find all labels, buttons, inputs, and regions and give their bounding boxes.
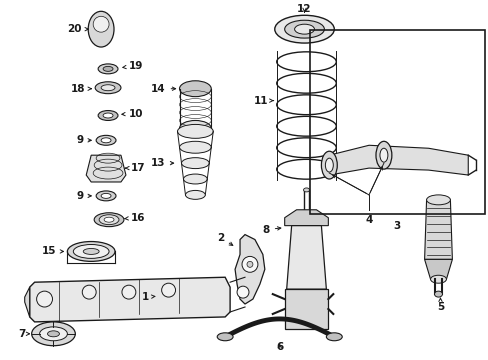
Ellipse shape	[325, 333, 342, 341]
Polygon shape	[328, 145, 468, 175]
Text: 17: 17	[125, 163, 145, 173]
Ellipse shape	[101, 193, 111, 198]
Ellipse shape	[104, 217, 114, 222]
Ellipse shape	[88, 11, 114, 47]
Ellipse shape	[177, 125, 213, 138]
Text: 3: 3	[393, 221, 400, 231]
Ellipse shape	[179, 81, 211, 96]
Text: 7: 7	[18, 329, 29, 339]
Circle shape	[237, 286, 248, 298]
Ellipse shape	[375, 141, 391, 169]
Ellipse shape	[379, 148, 387, 162]
Ellipse shape	[325, 158, 333, 172]
Circle shape	[162, 283, 175, 297]
Ellipse shape	[103, 66, 113, 71]
Text: 1: 1	[141, 292, 155, 302]
Ellipse shape	[274, 15, 334, 43]
Text: 18: 18	[71, 84, 91, 94]
Ellipse shape	[47, 331, 60, 337]
Text: 4: 4	[365, 215, 372, 225]
Circle shape	[246, 261, 252, 267]
Ellipse shape	[294, 24, 314, 34]
Text: 12: 12	[297, 4, 311, 14]
Ellipse shape	[99, 215, 119, 225]
Text: 6: 6	[276, 342, 283, 352]
Ellipse shape	[321, 151, 337, 179]
Ellipse shape	[429, 275, 446, 283]
Text: 2: 2	[217, 233, 232, 246]
Circle shape	[37, 291, 52, 307]
Ellipse shape	[303, 188, 309, 192]
Bar	[309, 30, 484, 214]
Text: 11: 11	[253, 96, 273, 105]
Polygon shape	[424, 260, 451, 279]
Ellipse shape	[101, 138, 111, 143]
Ellipse shape	[284, 20, 324, 38]
Text: 13: 13	[151, 158, 173, 168]
Text: 14: 14	[151, 84, 175, 94]
Circle shape	[82, 285, 96, 299]
Ellipse shape	[40, 327, 67, 341]
Polygon shape	[286, 226, 325, 289]
Polygon shape	[424, 200, 451, 260]
Circle shape	[122, 285, 136, 299]
Ellipse shape	[434, 291, 442, 297]
Ellipse shape	[96, 135, 116, 145]
Polygon shape	[86, 155, 126, 182]
Ellipse shape	[179, 121, 211, 136]
Text: 9: 9	[76, 135, 91, 145]
Ellipse shape	[426, 195, 449, 205]
Ellipse shape	[98, 64, 118, 74]
Ellipse shape	[181, 158, 209, 168]
Polygon shape	[235, 235, 264, 304]
Text: 9: 9	[76, 191, 91, 201]
Ellipse shape	[73, 244, 109, 258]
Ellipse shape	[83, 248, 99, 255]
Polygon shape	[25, 287, 30, 317]
Ellipse shape	[217, 333, 233, 341]
Ellipse shape	[98, 111, 118, 121]
Text: 8: 8	[262, 225, 280, 235]
Ellipse shape	[101, 85, 115, 91]
Text: 5: 5	[436, 298, 443, 312]
Polygon shape	[284, 210, 327, 226]
Text: 20: 20	[67, 24, 88, 34]
Ellipse shape	[103, 113, 113, 118]
Ellipse shape	[32, 322, 75, 346]
Polygon shape	[30, 277, 230, 322]
Ellipse shape	[179, 141, 211, 153]
Polygon shape	[284, 289, 327, 329]
Text: 10: 10	[122, 108, 143, 118]
Ellipse shape	[95, 82, 121, 94]
Ellipse shape	[67, 242, 115, 261]
Text: 15: 15	[42, 247, 63, 256]
Circle shape	[242, 256, 257, 272]
Ellipse shape	[96, 191, 116, 201]
Ellipse shape	[185, 190, 205, 199]
Ellipse shape	[93, 16, 109, 32]
Text: 16: 16	[124, 213, 145, 223]
Ellipse shape	[183, 174, 207, 184]
Text: 19: 19	[122, 61, 143, 71]
Ellipse shape	[94, 213, 123, 227]
